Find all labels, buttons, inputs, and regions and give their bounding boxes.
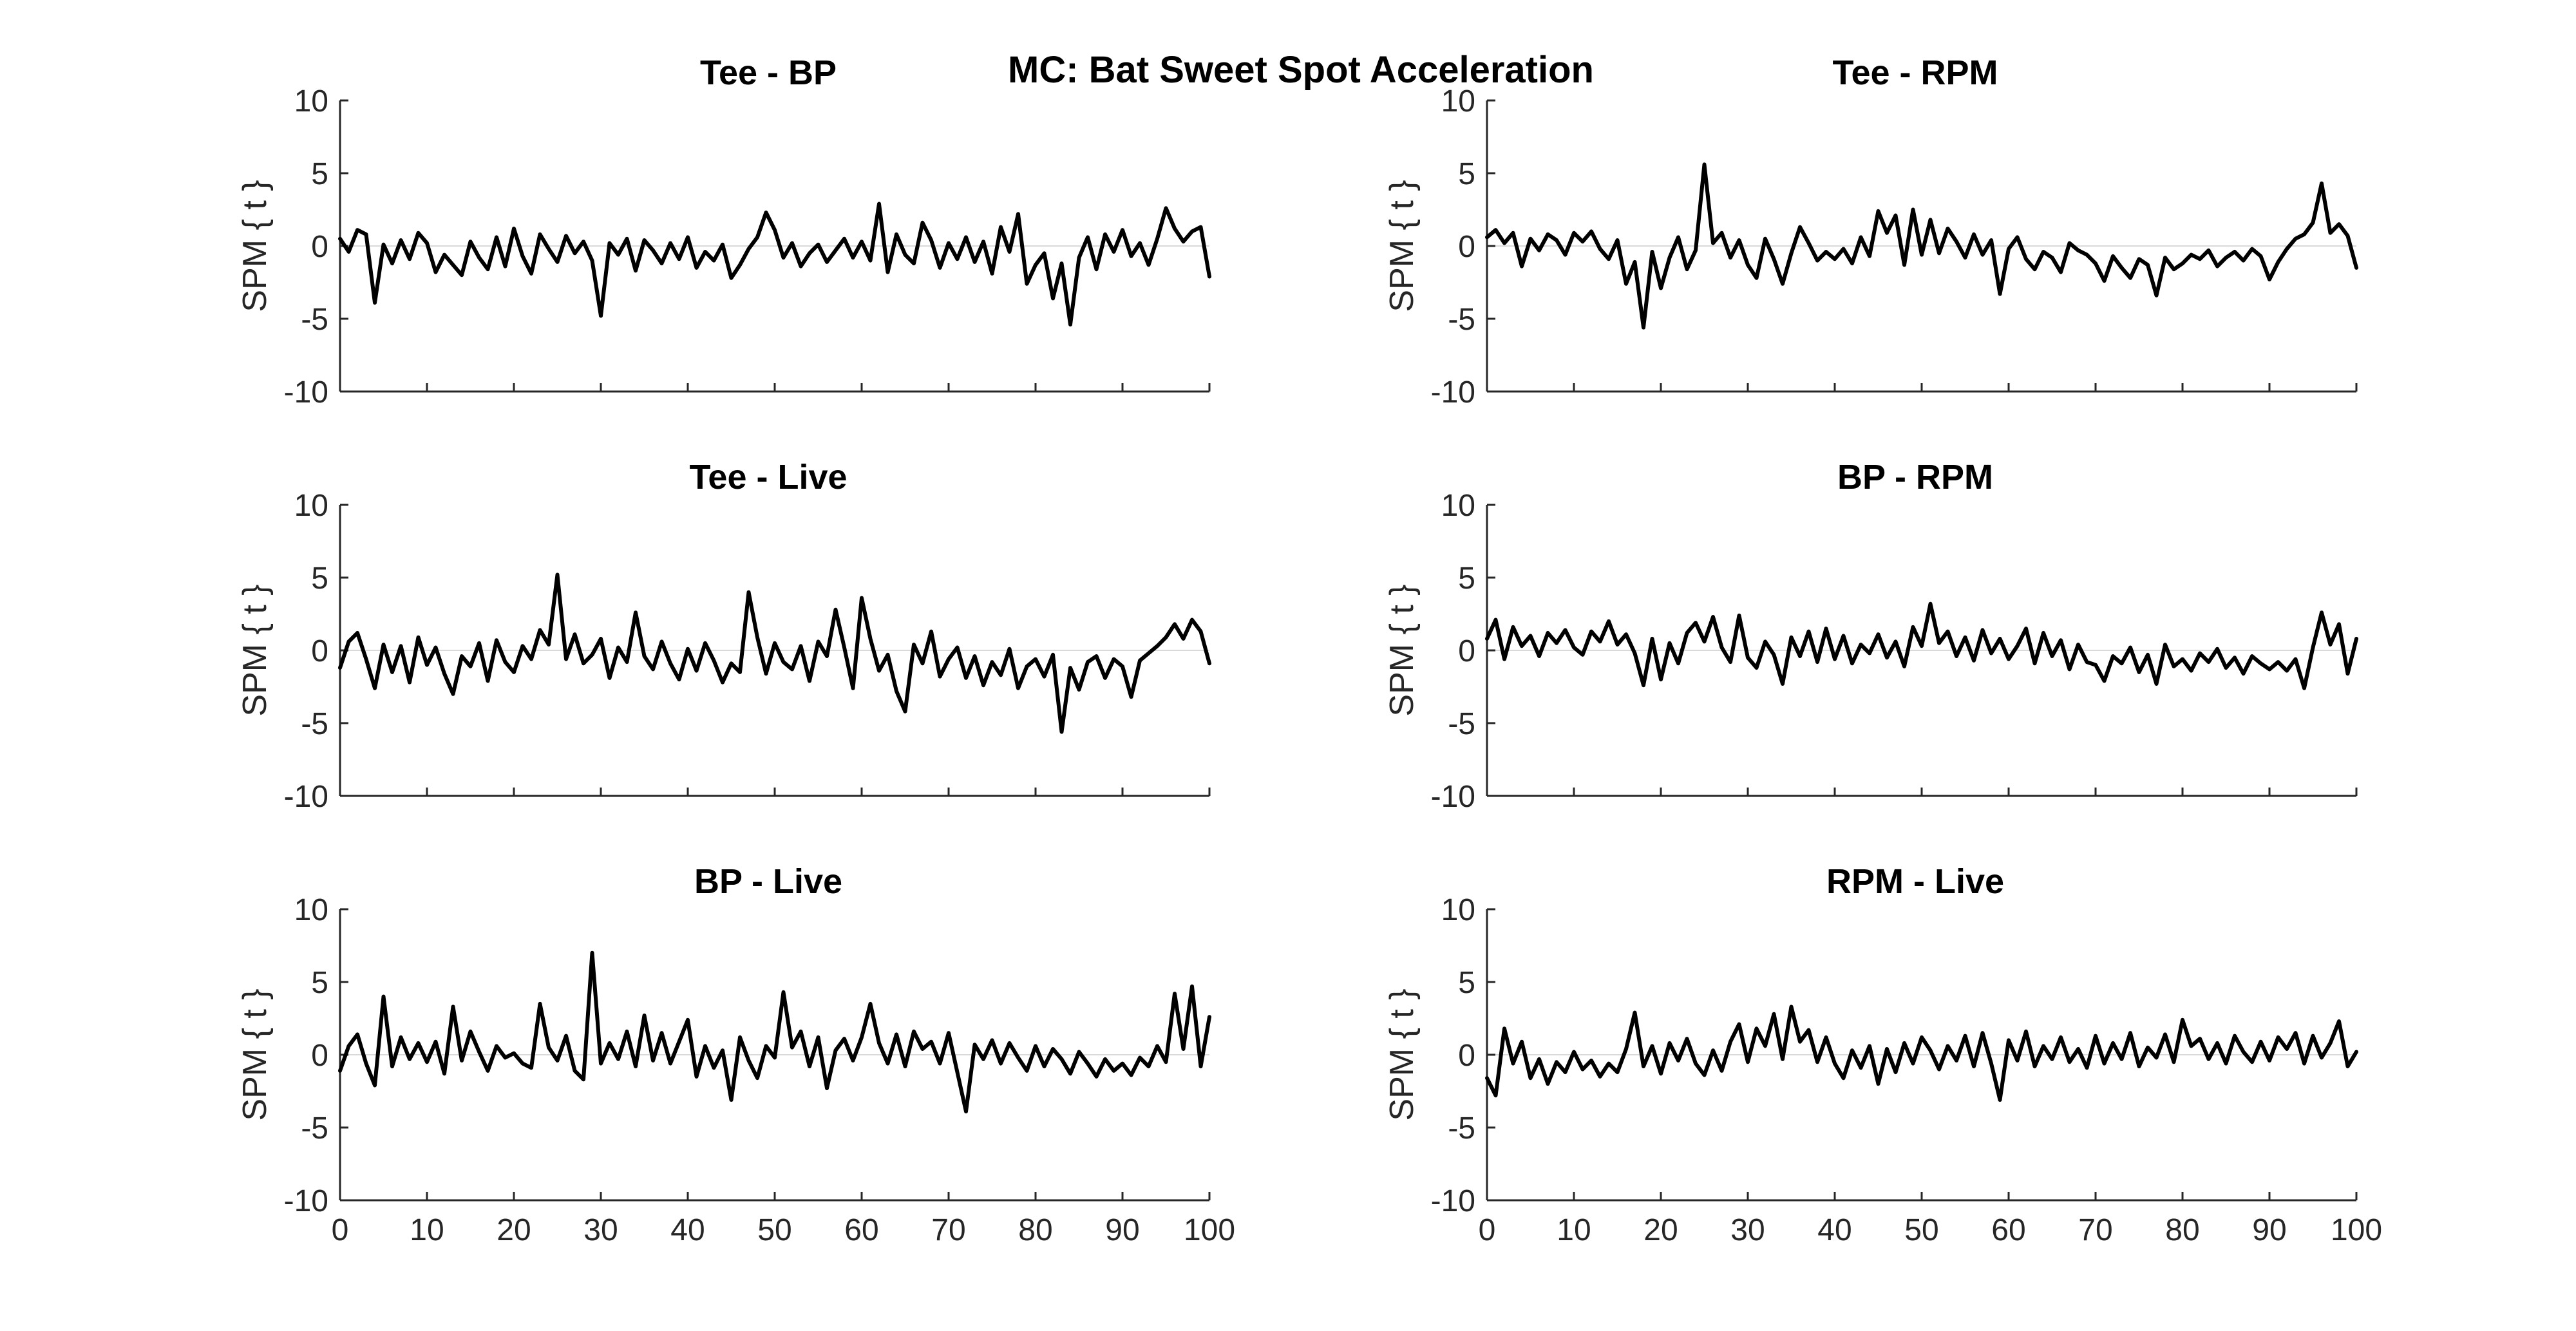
x-tick-label: 20 [497, 1213, 531, 1247]
subplot-tee-live: Tee - Live 10 5 0 -5 -10 SPM { t } [236, 458, 1211, 814]
y-tick-label: -10 [1431, 780, 1475, 814]
y-tick-label: -10 [284, 375, 328, 410]
y-tick-label: 10 [294, 489, 328, 523]
y-tick-label: 10 [1441, 489, 1475, 523]
y-tick-label: -5 [301, 303, 328, 337]
series-line-bp-live [338, 950, 1211, 1114]
x-tick-label: 70 [931, 1213, 965, 1247]
subplot-bp-rpm: BP - RPM 10 5 0 -5 -10 SPM { t } [1383, 458, 2358, 814]
x-tick-label: 20 [1643, 1213, 1678, 1247]
x-tick-label: 70 [2078, 1213, 2112, 1247]
x-tick-label: 80 [1018, 1213, 1052, 1247]
y-tick-label: 0 [1458, 634, 1475, 668]
x-tick-label: 50 [1904, 1213, 1938, 1247]
series-line-rpm-live [1485, 1005, 2358, 1102]
y-tick-label: 5 [311, 966, 328, 1000]
y-tick-label: 5 [1458, 966, 1475, 1000]
y-tick-label: 10 [1441, 893, 1475, 927]
x-tick-label: 10 [410, 1213, 444, 1247]
y-axis-label: SPM { t } [236, 180, 274, 312]
x-tick-label: 50 [757, 1213, 791, 1247]
x-tick-label: 60 [844, 1213, 878, 1247]
figure-suptitle: MC: Bat Sweet Spot Acceleration [1008, 49, 1594, 91]
x-tick-label: 30 [583, 1213, 618, 1247]
y-tick-label: -5 [1448, 1111, 1475, 1146]
y-tick-label: 10 [294, 84, 328, 118]
x-tick-label: 80 [2165, 1213, 2199, 1247]
subplot-tee-bp: Tee - BP 10 5 0 -5 -10 SPM { t } [236, 53, 1211, 410]
y-tick-label: 5 [311, 157, 328, 191]
y-axis-label: SPM { t } [1383, 584, 1421, 716]
series-line-tee-bp [338, 202, 1211, 326]
y-axis-label: SPM { t } [236, 988, 274, 1120]
x-tick-label: 0 [1479, 1213, 1496, 1247]
x-tick-label: 90 [2252, 1213, 2286, 1247]
x-tick-label: 10 [1557, 1213, 1591, 1247]
y-tick-label: -5 [1448, 707, 1475, 741]
subplot-title: Tee - RPM [1832, 53, 1998, 92]
y-tick-label: 10 [1441, 84, 1475, 118]
y-tick-label: -10 [284, 1184, 328, 1218]
y-tick-label: 0 [1458, 230, 1475, 264]
y-tick-label: 0 [311, 230, 328, 264]
y-tick-label: 5 [311, 562, 328, 596]
y-tick-label: 0 [311, 1039, 328, 1073]
y-tick-label: 10 [294, 893, 328, 927]
x-tick-label: 0 [332, 1213, 349, 1247]
x-tick-label: 30 [1730, 1213, 1765, 1247]
x-tick-label: 40 [1817, 1213, 1852, 1247]
y-tick-label: -10 [1431, 375, 1475, 410]
y-tick-label: -10 [1431, 1184, 1475, 1218]
x-tick-label: 100 [2331, 1213, 2382, 1247]
y-tick-label: 0 [311, 634, 328, 668]
y-tick-label: 5 [1458, 157, 1475, 191]
y-tick-label: 0 [1458, 1039, 1475, 1073]
subplot-title: Tee - Live [689, 458, 847, 496]
subplot-title: BP - Live [694, 862, 842, 901]
series-line-bp-rpm [1485, 601, 2358, 690]
subplot-tee-rpm: Tee - RPM 10 5 0 -5 -10 SPM { t } [1383, 53, 2358, 410]
x-tick-label: 40 [670, 1213, 705, 1247]
y-tick-label: 5 [1458, 562, 1475, 596]
series-line-tee-live [338, 572, 1211, 734]
subplot-title: BP - RPM [1837, 458, 1993, 496]
y-axis-label: SPM { t } [1383, 180, 1421, 312]
x-tick-label: 100 [1184, 1213, 1235, 1247]
x-tick-label: 90 [1105, 1213, 1139, 1247]
x-tick-label: 60 [1991, 1213, 2025, 1247]
y-tick-label: -10 [284, 780, 328, 814]
y-axis-label: SPM { t } [236, 584, 274, 716]
y-tick-label: -5 [1448, 303, 1475, 337]
y-axis-label: SPM { t } [1383, 988, 1421, 1120]
subplot-title: RPM - Live [1826, 862, 2004, 901]
subplot-title: Tee - BP [700, 53, 837, 92]
series-line-tee-rpm [1485, 162, 2358, 330]
y-tick-label: -5 [301, 1111, 328, 1146]
y-tick-label: -5 [301, 707, 328, 741]
